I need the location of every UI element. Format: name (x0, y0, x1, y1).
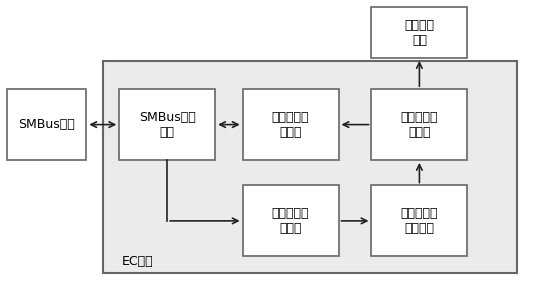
Bar (7, 89, 87, 160)
Text: 供电切换控
制模块: 供电切换控 制模块 (401, 111, 438, 139)
Bar (242, 186, 338, 256)
Bar (242, 89, 338, 160)
Text: SMBus通信
模块: SMBus通信 模块 (139, 111, 196, 139)
Bar (103, 61, 517, 273)
Text: 充电芯片控
制模块: 充电芯片控 制模块 (272, 111, 309, 139)
Text: EC固件: EC固件 (122, 255, 154, 268)
Bar (371, 89, 467, 160)
Bar (371, 186, 467, 256)
Bar (119, 89, 215, 160)
Text: 供电选择
电路: 供电选择 电路 (404, 19, 434, 47)
Text: 充放电策略
决策模块: 充放电策略 决策模块 (401, 207, 438, 235)
Text: SMBus总线: SMBus总线 (18, 118, 75, 131)
Bar (371, 7, 467, 58)
Text: 电池信息解
析模块: 电池信息解 析模块 (272, 207, 309, 235)
